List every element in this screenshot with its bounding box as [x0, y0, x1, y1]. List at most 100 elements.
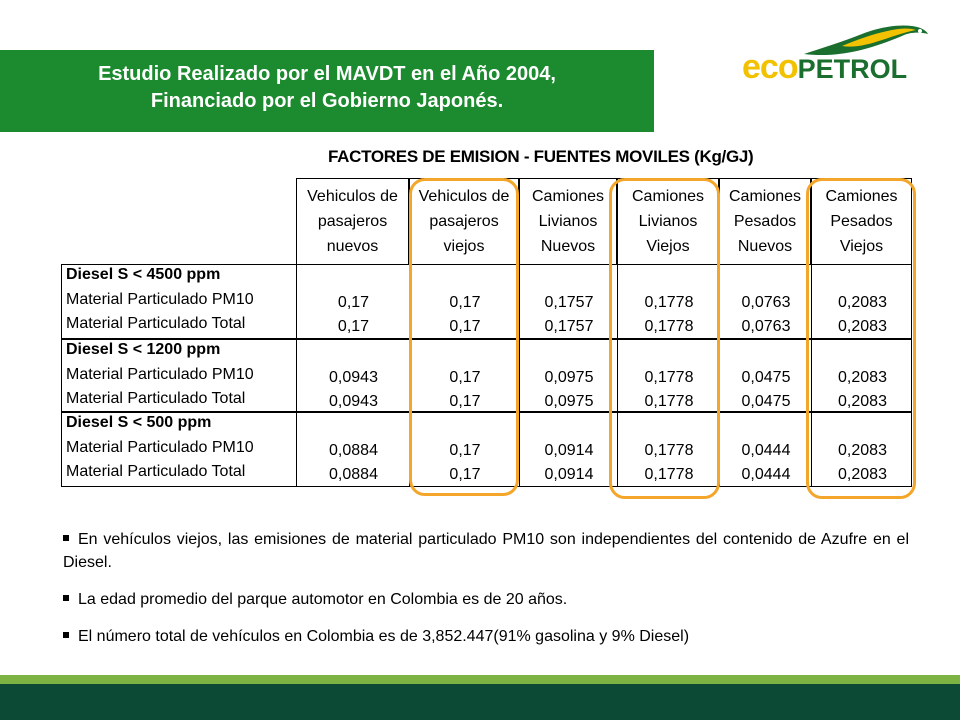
table-cell-value: 0,0943 — [329, 369, 378, 386]
column-header-line: Camiones — [825, 188, 898, 205]
title-line-1: Estudio Realizado por el MAVDT en el Año… — [98, 63, 556, 85]
table-cell-value: 0,17 — [449, 442, 481, 459]
table-cell-value: 0,1778 — [644, 294, 694, 311]
column-header-line: Camiones — [728, 188, 802, 205]
bullet-list: En vehículos viejos, las emisiones de ma… — [63, 528, 909, 662]
table-title: FACTORES DE EMISION - FUENTES MOVILES (K… — [328, 147, 754, 166]
table-cell-value: 0,0914 — [544, 466, 594, 483]
column-header-line: Vehiculos de — [307, 188, 398, 205]
row-label: Material Particulado Total — [66, 463, 246, 480]
column-header-line: Livianos — [538, 213, 598, 230]
logo-eco: eco — [742, 48, 799, 86]
column-divider — [296, 413, 297, 486]
table-cell-value: 0,0444 — [741, 466, 791, 483]
bullet-item: En vehículos viejos, las emisiones de ma… — [63, 531, 909, 571]
bullet-square-icon — [63, 534, 69, 541]
column-header: Vehiculos de pasajeros nuevos — [296, 178, 409, 265]
column-header-line: Vehiculos de — [418, 188, 510, 205]
column-divider — [519, 413, 520, 486]
table-cell-value: 0,2083 — [838, 369, 887, 386]
column-header-line: Viejos — [839, 238, 884, 255]
table-cell-value: 0,0444 — [741, 442, 791, 459]
column-divider — [617, 265, 618, 338]
table-cell-value: 0,17 — [449, 393, 481, 410]
column-header-line: Nuevos — [540, 238, 596, 255]
bullet-square-icon — [63, 631, 69, 638]
diesel-group-block: Diesel S < 4500 ppm Material Particulado … — [61, 264, 912, 339]
table-cell-value: 0,17 — [449, 318, 481, 335]
table-cell-value: 0,0763 — [741, 318, 791, 335]
table-cell-value: 0,1778 — [644, 393, 694, 410]
table-cell-value: 0,2083 — [838, 442, 887, 459]
logo-wordmark: ecoPETROL — [742, 48, 907, 87]
column-divider — [811, 340, 812, 411]
group-name: Diesel S < 1200 ppm — [66, 341, 221, 358]
title-line-2: Financiado por el Gobierno Japonés. — [150, 90, 504, 112]
column-divider — [617, 340, 618, 411]
table-cell-value: 0,2083 — [838, 466, 887, 483]
table-cell-value: 0,0975 — [544, 393, 594, 410]
column-header-line: pasajeros — [429, 213, 499, 230]
table-cell-value: 0,17 — [449, 369, 481, 386]
column-header-line: Camiones — [631, 188, 705, 205]
column-divider — [811, 413, 812, 486]
column-header-line: Viejos — [646, 238, 690, 255]
column-header-line: Camiones — [531, 188, 605, 205]
column-divider — [519, 340, 520, 411]
column-header: Camiones Livianos Nuevos — [519, 178, 617, 265]
highlight-oval-livianos-viejos — [609, 178, 720, 499]
table-cell-value: 0,17 — [337, 294, 370, 311]
table-cell-value: 0,2083 — [838, 318, 887, 335]
column-header-line: nuevos — [326, 238, 379, 255]
table-cell-value: 0,1778 — [644, 466, 694, 483]
table-cell-value: 0,0943 — [329, 393, 378, 410]
column-header: Camiones Pesados Nuevos — [719, 178, 811, 265]
column-header-line: Pesados — [733, 213, 797, 230]
table-cell-value: 0,1778 — [644, 369, 694, 386]
group-name: Diesel S < 4500 ppm — [66, 266, 221, 283]
column-divider — [296, 340, 297, 411]
column-header-line: Nuevos — [737, 238, 793, 255]
column-divider — [811, 265, 812, 338]
title-banner: Estudio Realizado por el MAVDT en el Año… — [0, 50, 654, 132]
table-cell-value: 0,1757 — [544, 294, 594, 311]
table-cell-value: 0,1778 — [644, 442, 694, 459]
table-cell-value: 0,2083 — [838, 393, 887, 410]
highlight-oval-pasajeros-viejos — [409, 178, 519, 496]
row-label: Material Particulado PM10 — [66, 291, 254, 308]
table-cell-value: 0,1778 — [644, 318, 694, 335]
column-header-line: pasajeros — [317, 213, 388, 230]
table-cell-value: 0,17 — [449, 294, 481, 311]
table-cell-value: 0,0475 — [741, 369, 791, 386]
column-divider — [519, 265, 520, 338]
column-header: Camiones Pesados Viejos — [811, 178, 912, 265]
table-cell-value: 0,0975 — [544, 369, 594, 386]
ecopetrol-logo: ecoPETROL — [742, 18, 932, 88]
row-label: Material Particulado Total — [66, 390, 246, 407]
column-divider — [617, 413, 618, 486]
footer-stripe — [0, 675, 960, 684]
table-cell-value: 0,0475 — [741, 393, 791, 410]
column-divider — [296, 265, 297, 338]
column-header-line: Pesados — [830, 213, 893, 230]
bullet-item: La edad promedio del parque automotor en… — [63, 588, 909, 611]
table-cell-value: 0,0884 — [329, 442, 378, 459]
table-cell-value: 0,0763 — [741, 294, 791, 311]
row-label: Material Particulado PM10 — [66, 439, 254, 456]
column-header-line: viejos — [443, 238, 485, 255]
table-cell-value: 0,17 — [337, 318, 370, 335]
table-cell-value: 0,2083 — [838, 294, 887, 311]
footer-bar — [0, 684, 960, 720]
table-cell-value: 0,0914 — [544, 442, 594, 459]
diesel-group-block: Diesel S < 500 ppm Material Particulado P… — [61, 412, 912, 487]
group-name: Diesel S < 500 ppm — [66, 414, 212, 431]
column-header-line: Livianos — [638, 213, 698, 230]
bullet-item: El número total de vehículos en Colombia… — [63, 625, 909, 648]
row-label: Material Particulado Total — [66, 315, 246, 332]
table-cell-value: 0,1757 — [544, 318, 594, 335]
diesel-group-block: Diesel S < 1200 ppm Material Particulado … — [61, 339, 912, 412]
logo-petrol: PETROL — [797, 54, 908, 84]
iguana-icon — [804, 25, 928, 56]
row-label: Material Particulado PM10 — [66, 366, 254, 383]
highlight-oval-pesados-viejos — [806, 178, 916, 499]
